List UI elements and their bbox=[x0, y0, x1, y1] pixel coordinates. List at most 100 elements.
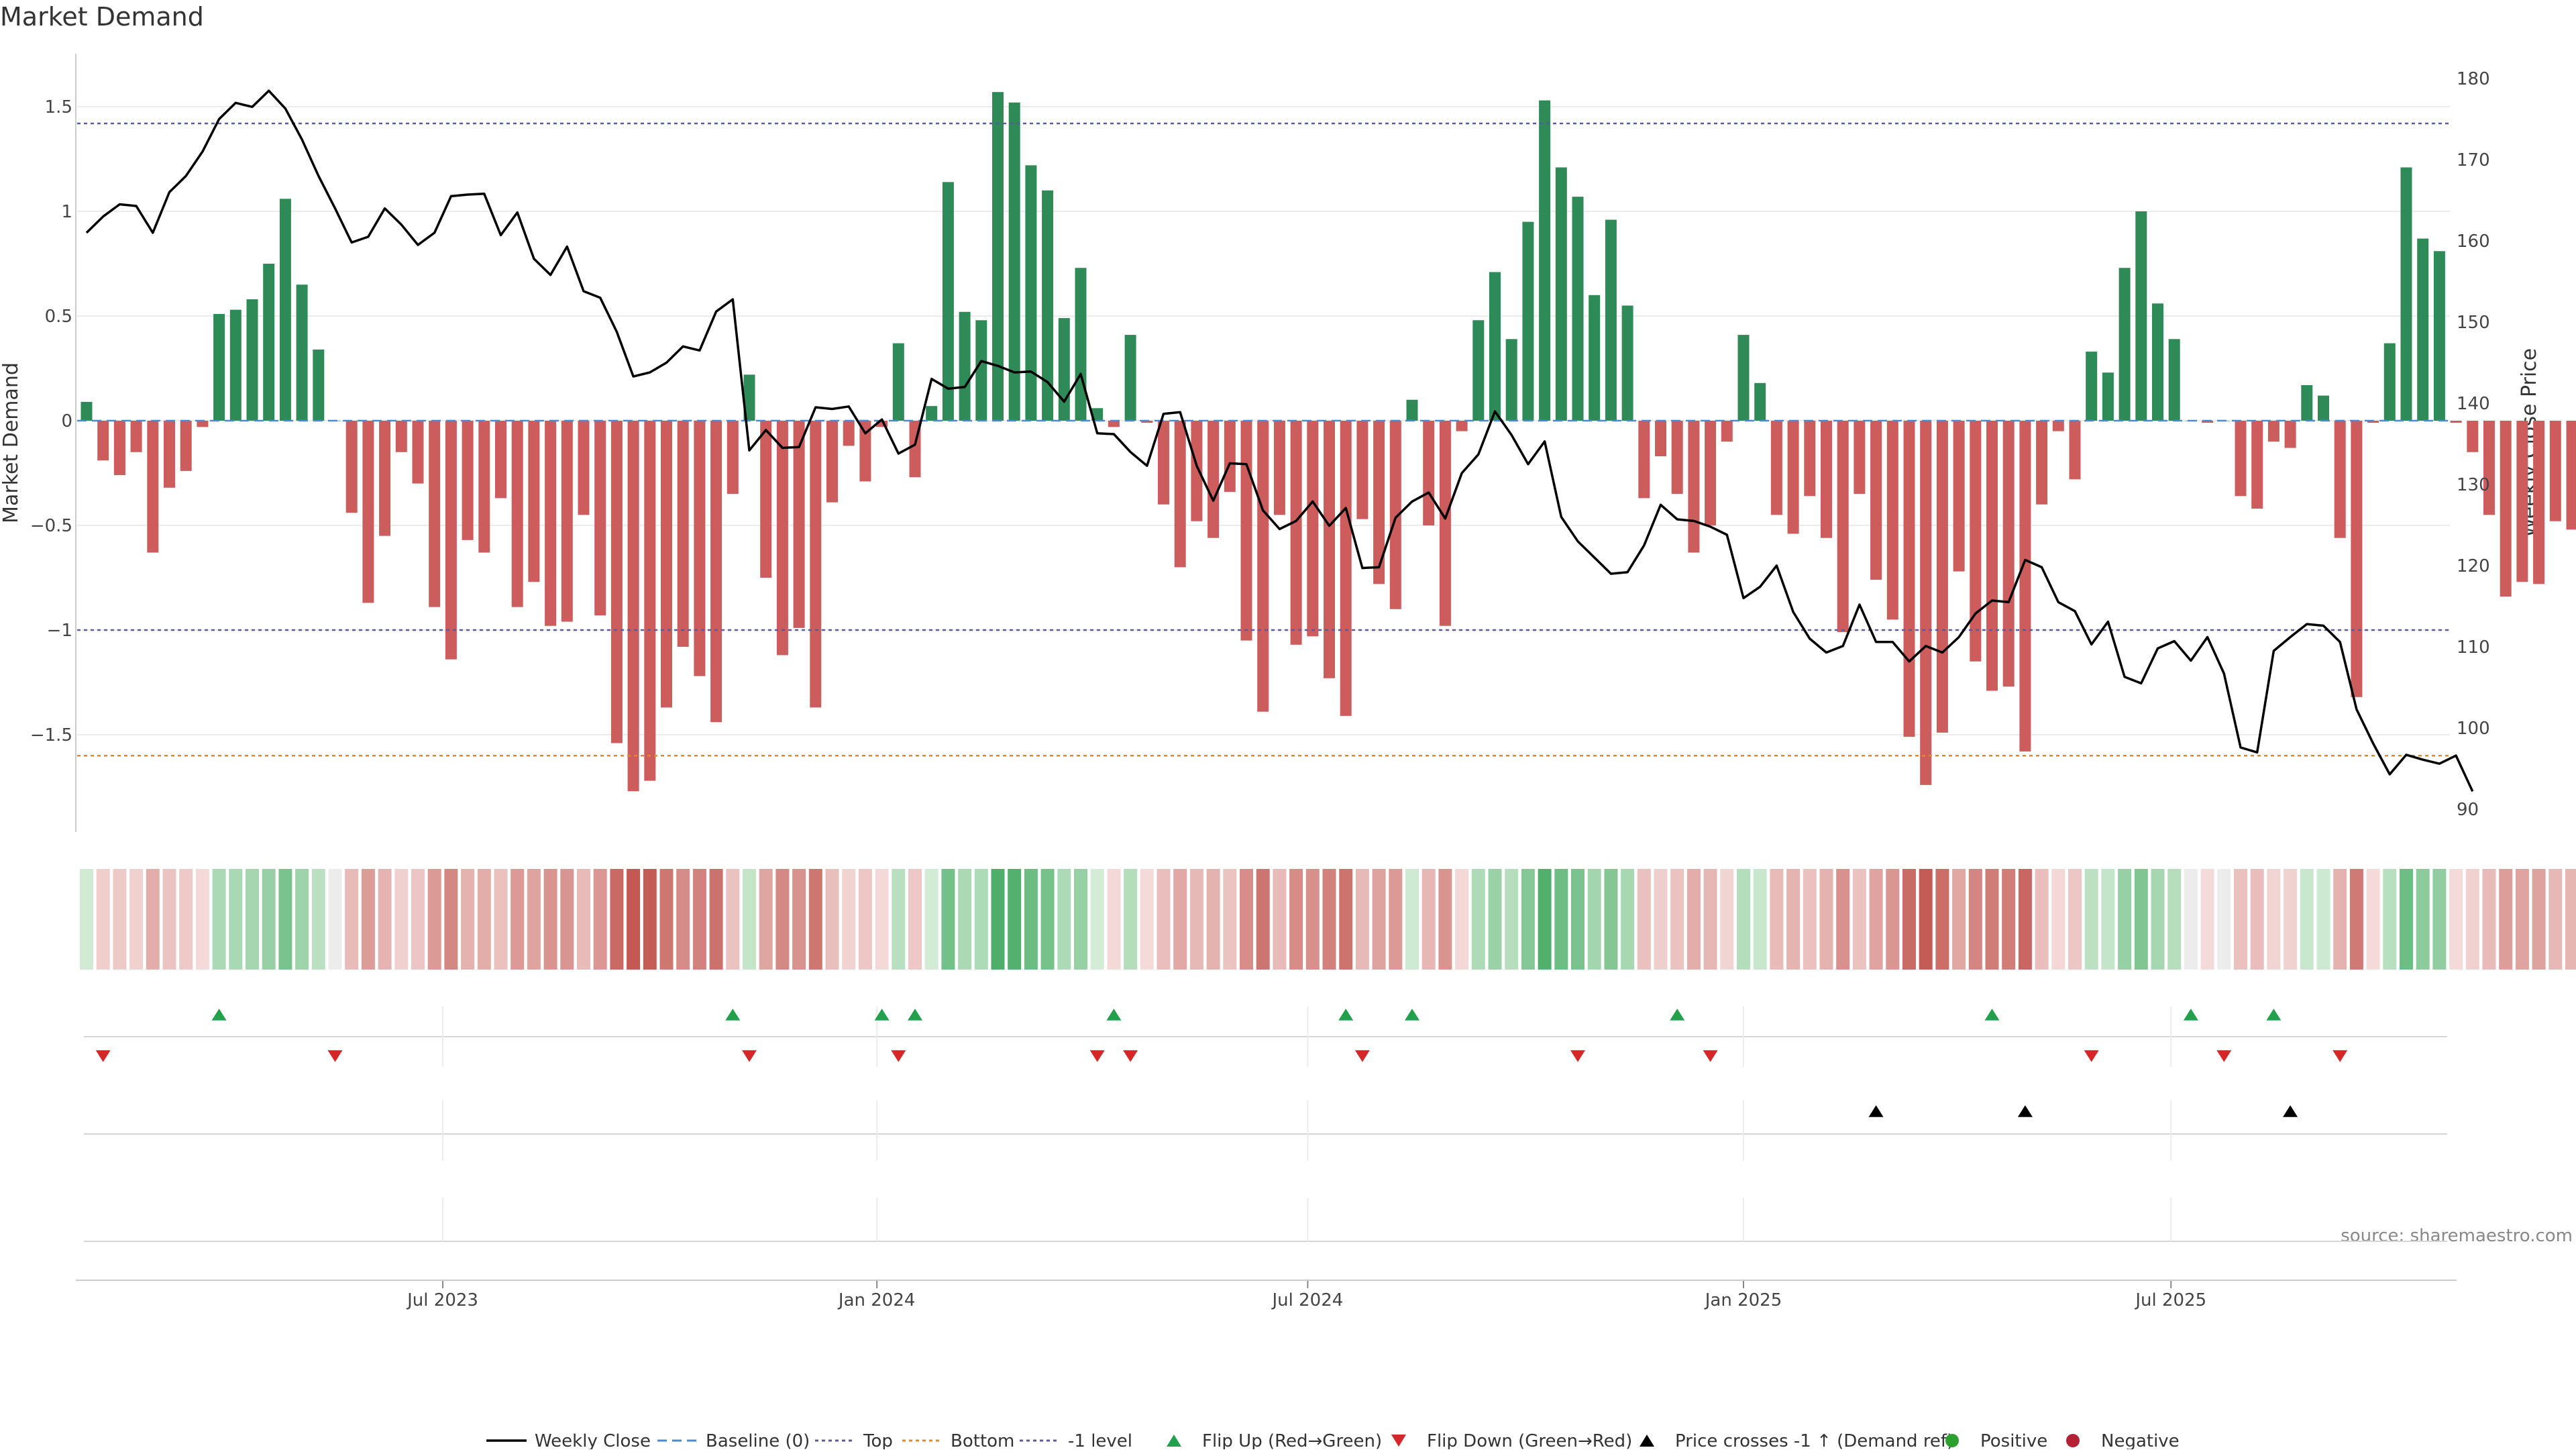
demand-bar bbox=[1937, 421, 1948, 733]
demand-strip-cell bbox=[1588, 869, 1601, 970]
demand-bar bbox=[263, 264, 274, 421]
demand-bar bbox=[1622, 305, 1633, 421]
y-right-tick-label: 170 bbox=[2457, 150, 2490, 170]
legend-label: Flip Up (Red→Green) bbox=[1202, 1431, 1382, 1449]
demand-strip-cell bbox=[2167, 869, 2181, 970]
demand-bar bbox=[1440, 421, 1451, 626]
y-right-tick-label: 110 bbox=[2457, 637, 2490, 658]
demand-strip-cell bbox=[146, 869, 160, 970]
flip-down-marker bbox=[2216, 1050, 2231, 1062]
legend-label: Weekly Close bbox=[535, 1431, 651, 1449]
demand-strip-cell bbox=[1604, 869, 1617, 970]
flip-up-marker bbox=[1405, 1008, 1419, 1021]
demand-bar bbox=[1804, 421, 1815, 496]
flip-down-marker bbox=[96, 1050, 111, 1062]
demand-bar bbox=[1953, 421, 1965, 572]
demand-strip-cell bbox=[610, 869, 623, 970]
flip-down-marker bbox=[1123, 1050, 1138, 1062]
demand-strip-cell bbox=[2367, 869, 2380, 970]
flip-down-marker bbox=[2084, 1050, 2099, 1062]
demand-strip-cell bbox=[1521, 869, 1535, 970]
x-tick-label: Jul 2025 bbox=[2134, 1290, 2206, 1310]
demand-strip-cell bbox=[991, 869, 1005, 970]
demand-bar bbox=[1125, 335, 1136, 421]
demand-bar bbox=[512, 421, 523, 607]
demand-bar bbox=[2401, 167, 2412, 421]
demand-strip-cell bbox=[1952, 869, 1966, 970]
demand-strip-cell bbox=[842, 869, 855, 970]
demand-strip-cell bbox=[129, 869, 143, 970]
demand-strip-cell bbox=[329, 869, 342, 970]
demand-strip-cell bbox=[2383, 869, 2396, 970]
demand-bar bbox=[2135, 211, 2147, 421]
y-left-tick-label: 0.5 bbox=[45, 307, 72, 327]
demand-bar bbox=[1307, 421, 1318, 636]
demand-strip-cell bbox=[2068, 869, 2082, 970]
demand-strip-cell bbox=[1489, 869, 1502, 970]
demand-strip-cell bbox=[2135, 869, 2148, 970]
demand-strip-cell bbox=[775, 869, 789, 970]
legend-item-flip-up: Flip Up (Red→Green) bbox=[1167, 1431, 1382, 1449]
demand-bar bbox=[1340, 421, 1352, 716]
demand-strip-cell bbox=[80, 869, 93, 970]
demand-strip-cell bbox=[1389, 869, 1402, 970]
demand-bar bbox=[1638, 421, 1650, 498]
demand-strip-cell bbox=[2101, 869, 2114, 970]
legend-item-bottom: Bottom bbox=[902, 1431, 1014, 1449]
demand-bar bbox=[413, 421, 424, 484]
demand-strip-cell bbox=[1157, 869, 1171, 970]
demand-bar bbox=[445, 421, 457, 660]
demand-bar bbox=[2483, 421, 2495, 515]
demand-bar bbox=[2070, 421, 2081, 479]
demand-strip-cell bbox=[908, 869, 922, 970]
demand-bar bbox=[1356, 421, 1368, 519]
demand-bar bbox=[1705, 421, 1716, 525]
demand-strip-cell bbox=[1405, 869, 1419, 970]
demand-strip-cell bbox=[693, 869, 706, 970]
demand-bar bbox=[1108, 421, 1120, 427]
demand-strip-cell bbox=[1638, 869, 1651, 970]
demand-strip-cell bbox=[1704, 869, 1717, 970]
demand-strip-cell bbox=[2284, 869, 2297, 970]
demand-strip-cell bbox=[1505, 869, 1518, 970]
demand-strip-cell bbox=[2300, 869, 2314, 970]
demand-bar bbox=[131, 421, 142, 452]
demand-bar bbox=[1224, 421, 1236, 492]
demand-strip-cell bbox=[1571, 869, 1585, 970]
demand-strip-cell bbox=[246, 869, 259, 970]
demand-bar bbox=[1456, 421, 1468, 431]
demand-bar bbox=[1522, 222, 1534, 421]
demand-strip-cell bbox=[378, 869, 392, 970]
demand-bar bbox=[1605, 219, 1617, 421]
demand-strip-cell bbox=[428, 869, 441, 970]
demand-strip-cell bbox=[1820, 869, 1833, 970]
demand-bar bbox=[1257, 421, 1269, 712]
flip-up-marker bbox=[1106, 1008, 1121, 1021]
y-right-tick-label: 120 bbox=[2457, 556, 2490, 576]
flip-up-marker bbox=[1670, 1008, 1684, 1021]
demand-strip-cell bbox=[494, 869, 508, 970]
demand-heat-strip bbox=[80, 869, 2576, 970]
demand-strip-cell bbox=[743, 869, 756, 970]
demand-strip-cell bbox=[1554, 869, 1568, 970]
demand-strip-cell bbox=[1024, 869, 1038, 970]
demand-bar bbox=[2053, 421, 2064, 431]
demand-bar bbox=[710, 421, 722, 722]
flip-down-marker bbox=[1355, 1050, 1370, 1062]
demand-bar bbox=[1904, 421, 1915, 737]
demand-strip-cell bbox=[2350, 869, 2363, 970]
demand-bar bbox=[561, 421, 573, 622]
demand-bar bbox=[1589, 295, 1600, 421]
demand-bar bbox=[2285, 421, 2296, 448]
demand-bar bbox=[760, 421, 771, 578]
demand-strip-cell bbox=[975, 869, 988, 970]
demand-bar bbox=[462, 421, 474, 540]
demand-bar bbox=[1887, 421, 1898, 619]
demand-strip-cell bbox=[627, 869, 640, 970]
demand-strip-cell bbox=[1107, 869, 1120, 970]
demand-strip-cell bbox=[892, 869, 905, 970]
flip-down-marker bbox=[891, 1050, 906, 1062]
demand-bar bbox=[2467, 421, 2478, 452]
flip-down-marker bbox=[742, 1050, 757, 1062]
demand-bar bbox=[2567, 421, 2576, 529]
